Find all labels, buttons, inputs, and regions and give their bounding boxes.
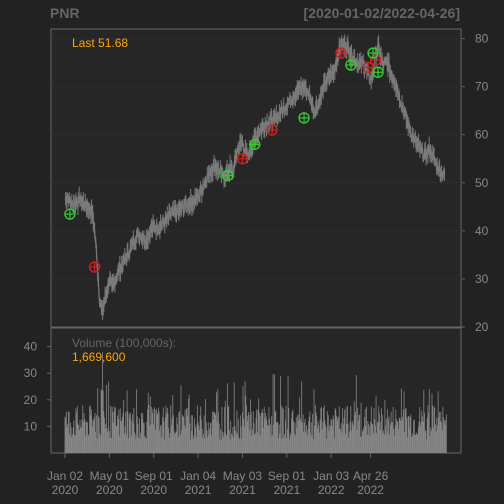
price-y-tick-label: 30: [475, 272, 489, 286]
x-tick-year: 2020: [52, 483, 79, 497]
price-y-tick-label: 70: [475, 80, 489, 94]
x-tick-year: 2021: [185, 483, 212, 497]
x-tick-year: 2022: [318, 483, 345, 497]
price-y-axis: 20 30 40 50 60 70 80: [461, 32, 489, 334]
x-tick-year: 2020: [96, 483, 123, 497]
buy-signal-marker: [345, 59, 357, 71]
x-tick-label: Sep 01: [135, 469, 173, 483]
sell-signal-marker: [236, 153, 249, 165]
volume-y-tick-label: 20: [24, 393, 38, 407]
price-panel: 20 30 40 50 60 70 80 Last 51.68: [50, 28, 489, 334]
buy-signal-marker: [249, 138, 261, 151]
x-tick-label: Jan 04: [180, 469, 216, 483]
x-tick-year: 2021: [273, 483, 300, 497]
x-tick-label: May 03: [223, 469, 263, 483]
sell-signal-marker: [362, 61, 374, 74]
volume-y-axis: 10 20 30 40: [24, 340, 51, 433]
price-y-tick-label: 60: [475, 128, 489, 142]
buy-signal-marker: [64, 208, 76, 220]
x-tick-year: 2021: [229, 483, 256, 497]
signal-markers: [64, 47, 384, 273]
buy-signal-marker: [367, 47, 379, 59]
sell-signal-marker: [266, 124, 278, 136]
date-range-title: [2020-01-02/2022-04-26]: [304, 5, 460, 21]
ticker-title: PNR: [50, 5, 80, 21]
buy-signal-marker: [221, 169, 234, 182]
x-tick-label: Jan 03: [313, 469, 349, 483]
x-tick-year: 2022: [357, 483, 384, 497]
volume-y-tick-label: 30: [24, 366, 38, 380]
price-y-tick-label: 80: [475, 32, 489, 46]
sell-signal-marker: [335, 47, 347, 59]
x-tick-label: Sep 01: [268, 469, 306, 483]
x-tick-year: 2020: [140, 483, 167, 497]
price-y-tick-label: 20: [475, 320, 489, 334]
sell-signal-marker: [88, 261, 101, 273]
buy-signal-marker: [298, 112, 310, 124]
volume-last-value: 1,669,600: [72, 350, 126, 364]
volume-y-tick-label: 40: [24, 340, 38, 354]
price-y-tick-label: 40: [475, 224, 489, 238]
volume-panel: 10 20 30 40 Volume (100,000s): 1,669,600: [24, 327, 462, 454]
x-tick-label: Apr 26: [353, 469, 389, 483]
volume-bars: [64, 352, 447, 453]
x-tick-label: May 01: [90, 469, 130, 483]
price-y-tick-label: 50: [475, 176, 489, 190]
price-series: [64, 34, 446, 320]
last-price-label: Last 51.68: [72, 36, 128, 50]
volume-y-tick-label: 10: [24, 419, 38, 433]
x-tick-label: Jan 02: [47, 469, 83, 483]
buy-signal-marker: [372, 66, 384, 78]
volume-label: Volume (100,000s):: [72, 336, 176, 350]
